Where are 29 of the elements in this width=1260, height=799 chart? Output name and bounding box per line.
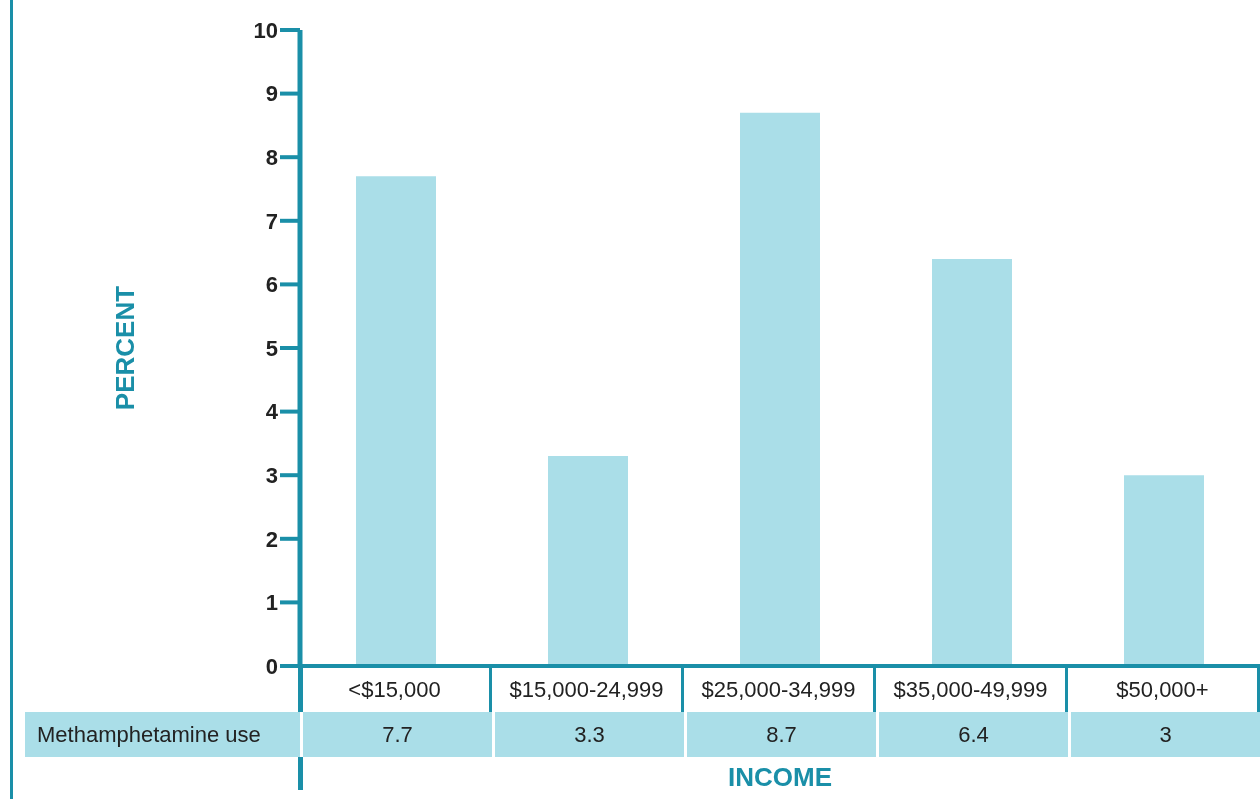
x-tick-label: $15,000-24,999	[492, 667, 684, 712]
y-tick-label: 3	[265, 463, 278, 489]
data-label: 3.3	[492, 712, 684, 757]
bar	[932, 258, 1012, 666]
bar	[1124, 475, 1204, 666]
text: Methamphetamine use	[25, 712, 300, 757]
data-label: 7.7	[300, 712, 492, 757]
y-tick-label: 5	[265, 335, 278, 361]
y-tick-label: 1	[265, 590, 278, 616]
bar	[356, 176, 436, 666]
y-tick-label: 0	[265, 653, 278, 679]
bar	[548, 456, 628, 666]
x-tick-label: <$15,000	[300, 667, 492, 712]
x-tick-label: $35,000-49,999	[876, 667, 1068, 712]
x-axis-title: INCOME	[727, 762, 833, 793]
y-tick-label: 10	[253, 17, 278, 43]
y-tick-label: 7	[265, 208, 278, 234]
y-axis-title: PERCENT	[110, 285, 141, 411]
y-tick-label: 4	[265, 399, 279, 425]
x-tick-label: $25,000-34,999	[684, 667, 876, 712]
y-tick-label: 2	[265, 526, 278, 552]
bar	[740, 112, 820, 666]
y-tick-label: 6	[265, 272, 278, 298]
y-tick-label: 8	[265, 145, 278, 171]
x-tick-label: $50,000+	[1068, 667, 1260, 712]
data-label: 6.4	[876, 712, 1068, 757]
y-tick-label: 9	[265, 81, 278, 107]
data-label: 8.7	[684, 712, 876, 757]
data-label: 3	[1068, 712, 1260, 757]
